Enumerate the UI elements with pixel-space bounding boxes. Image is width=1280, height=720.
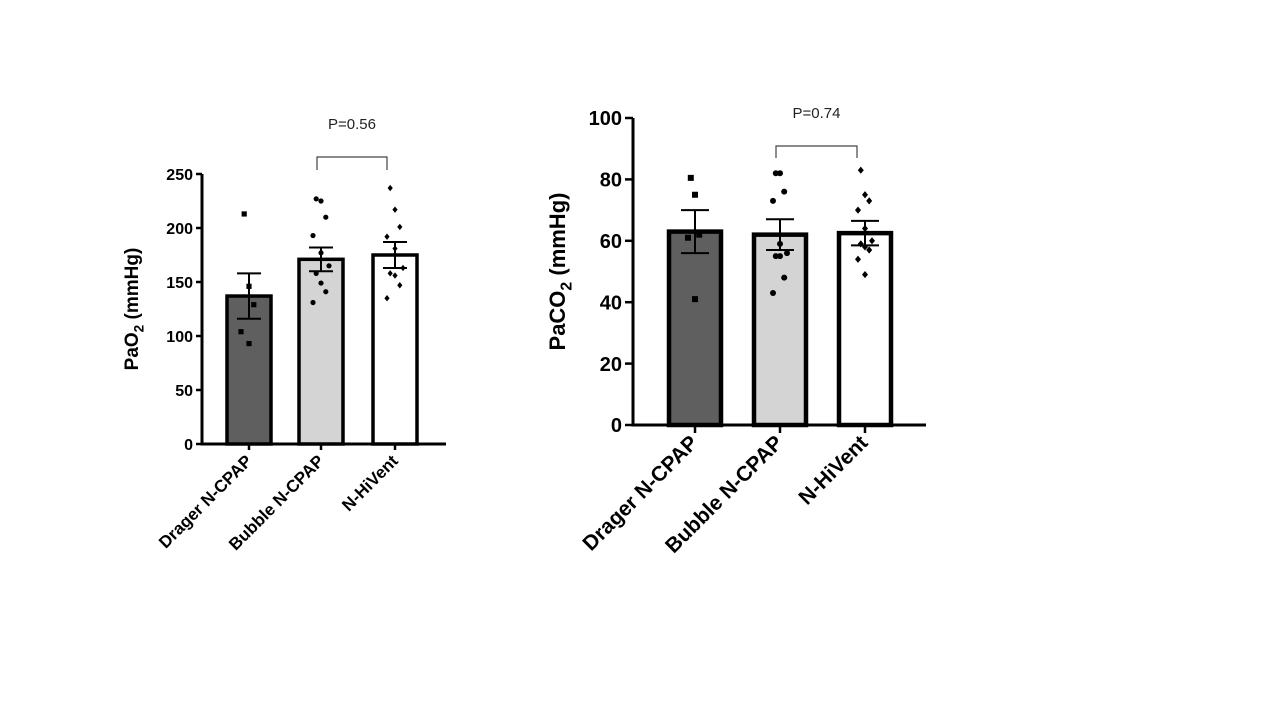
data-point [238, 329, 244, 335]
data-point [400, 264, 406, 272]
data-point [310, 232, 316, 239]
data-point [323, 289, 329, 295]
data-point [862, 270, 868, 279]
y-tick-label: 20 [600, 354, 622, 376]
bar-n-hivent [836, 230, 894, 428]
y-tick-label: 0 [184, 437, 193, 454]
data-point [855, 206, 861, 214]
data-point [392, 206, 398, 213]
y-tick-label: 0 [611, 415, 622, 437]
data-point [772, 170, 779, 177]
bar-n-hivent [371, 253, 419, 446]
data-point [318, 280, 324, 286]
data-point [857, 240, 864, 248]
y-tick-label: 40 [600, 292, 622, 314]
data-point [384, 295, 390, 302]
data-point [866, 197, 873, 205]
data-point [246, 340, 252, 347]
data-point [857, 166, 864, 174]
y-tick-label: 100 [166, 329, 193, 346]
data-point [866, 246, 873, 254]
data-point [855, 255, 861, 263]
data-point [387, 184, 393, 192]
error-bar [681, 209, 709, 255]
data-point [862, 243, 868, 251]
y-tick-label: 80 [600, 170, 622, 192]
data-point [862, 191, 868, 199]
data-point [397, 282, 403, 289]
data-point [692, 191, 698, 198]
data-point [777, 240, 783, 247]
y-tick-label: 250 [166, 167, 193, 184]
x-category-label: N-HiVent [794, 431, 872, 509]
data-point [392, 272, 398, 279]
data-point [784, 250, 790, 257]
bar-drager-n-cpap [666, 229, 724, 428]
y-tick-label: 150 [166, 275, 193, 292]
p-value-label: P=0.74 [793, 105, 841, 122]
data-point [781, 274, 788, 281]
data-point [251, 302, 257, 308]
data-point [387, 270, 393, 277]
significance-bracket [775, 145, 858, 158]
significance-bracket [316, 156, 388, 170]
data-point [241, 211, 247, 217]
data-point [310, 299, 316, 306]
data-point [869, 237, 875, 245]
bar-bubble-n-cpap [751, 232, 809, 428]
data-point [384, 233, 390, 240]
data-point [862, 224, 868, 233]
y-tick-label: 100 [589, 108, 622, 130]
bar-bubble-n-cpap [297, 257, 345, 446]
data-point [397, 223, 403, 231]
data-point [685, 234, 691, 241]
y-axis-title: PaO2 (mmHg) [122, 248, 147, 371]
error-bar [237, 272, 261, 320]
data-point [777, 253, 783, 260]
y-tick-label: 200 [166, 221, 193, 238]
data-point [770, 197, 776, 204]
data-point [392, 245, 398, 252]
data-point [323, 214, 329, 220]
data-point [687, 174, 694, 181]
y-axis-title: PaCO2 (mmHg) [545, 193, 576, 351]
data-point [770, 289, 776, 296]
data-point [777, 170, 783, 177]
data-point [313, 270, 319, 276]
data-point [781, 188, 788, 195]
data-point [772, 253, 779, 260]
y-tick-label: 50 [175, 383, 193, 400]
data-point [692, 296, 698, 303]
x-category-label: N-HiVent [338, 451, 402, 515]
data-point [313, 196, 319, 202]
p-value-label: P=0.56 [328, 116, 376, 133]
data-point [246, 283, 252, 289]
data-point [326, 263, 332, 269]
data-point [696, 231, 703, 238]
data-point [318, 250, 324, 256]
data-point [318, 198, 324, 204]
y-tick-label: 60 [600, 231, 622, 253]
